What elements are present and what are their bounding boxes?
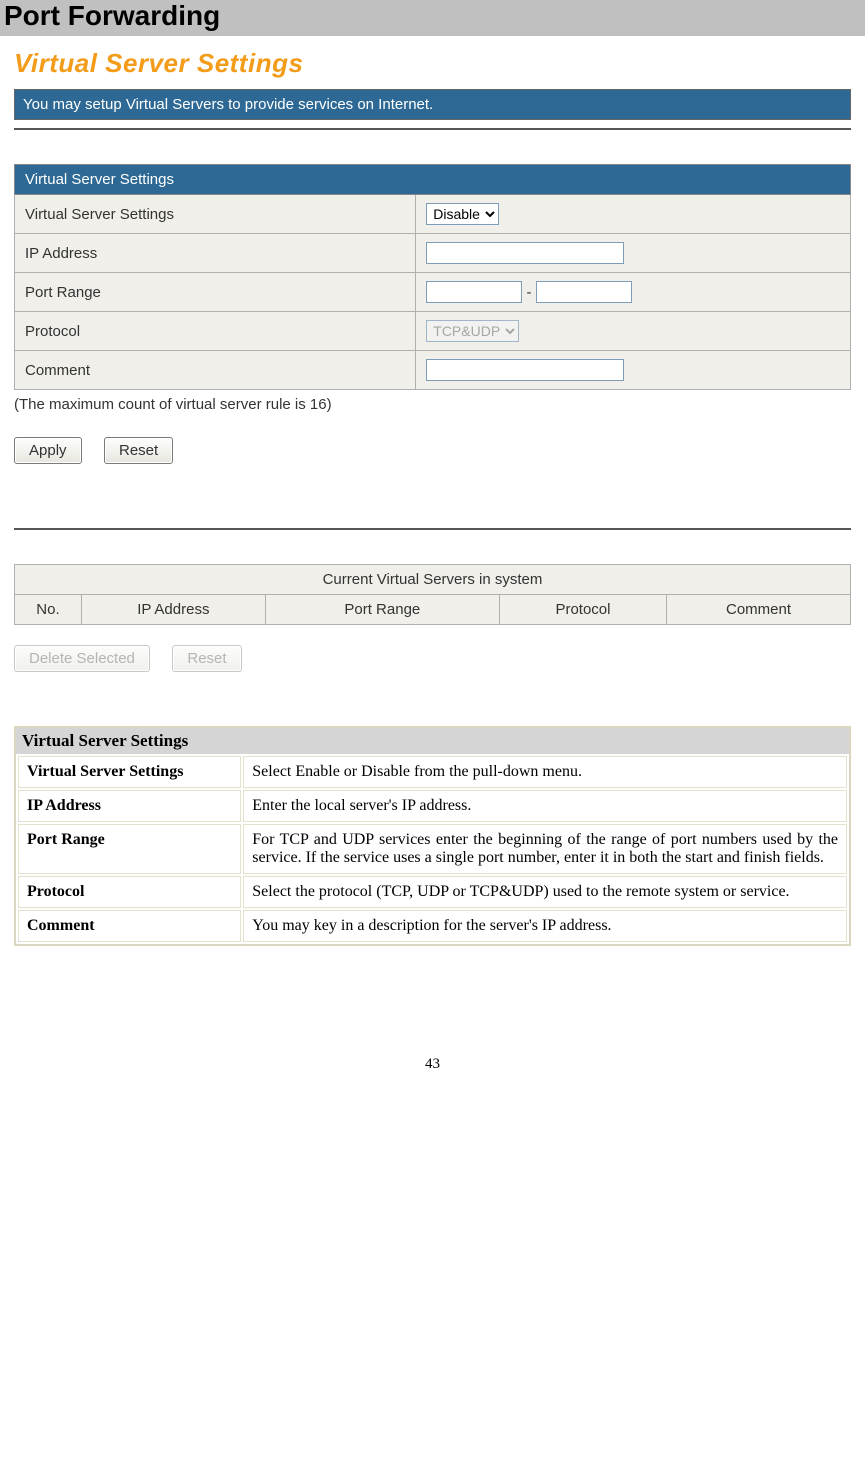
- button-row-settings: Apply Reset: [14, 437, 851, 464]
- desc-row: Port Range For TCP and UDP services ente…: [18, 824, 847, 874]
- row-protocol: Protocol TCP&UDP: [15, 312, 851, 351]
- col-no: No.: [15, 595, 82, 625]
- desc-row: Protocol Select the protocol (TCP, UDP o…: [18, 876, 847, 908]
- col-comment: Comment: [667, 595, 851, 625]
- desc-row: Virtual Server Settings Select Enable or…: [18, 756, 847, 788]
- divider: [14, 128, 851, 130]
- desc-label: Comment: [18, 910, 241, 942]
- label-ip: IP Address: [15, 234, 416, 273]
- description-heading: Virtual Server Settings: [16, 728, 849, 754]
- desc-label: Protocol: [18, 876, 241, 908]
- label-protocol: Protocol: [15, 312, 416, 351]
- desc-row: Comment You may key in a description for…: [18, 910, 847, 942]
- max-rule-note: (The maximum count of virtual server rul…: [14, 396, 851, 413]
- select-vss[interactable]: Disable: [426, 203, 499, 225]
- label-portrange: Port Range: [15, 273, 416, 312]
- description-table: Virtual Server Settings Virtual Server S…: [14, 726, 851, 946]
- page-heading: Port Forwarding: [0, 0, 865, 36]
- reset-list-button: Reset: [172, 645, 241, 672]
- apply-button[interactable]: Apply: [14, 437, 82, 464]
- select-protocol: TCP&UDP: [426, 320, 519, 342]
- delete-selected-button: Delete Selected: [14, 645, 150, 672]
- desc-text: For TCP and UDP services enter the begin…: [243, 824, 847, 874]
- desc-label: Port Range: [18, 824, 241, 874]
- input-port-to[interactable]: [536, 281, 632, 303]
- input-ip[interactable]: [426, 242, 624, 264]
- button-row-list: Delete Selected Reset: [14, 645, 851, 672]
- current-servers-panel: Current Virtual Servers in system No. IP…: [14, 564, 851, 625]
- port-range-separator: -: [526, 284, 531, 301]
- desc-text: Select Enable or Disable from the pull-d…: [243, 756, 847, 788]
- label-comment: Comment: [15, 351, 416, 390]
- router-ui-screenshot: Virtual Server Settings You may setup Vi…: [4, 36, 861, 682]
- settings-panel: Virtual Server Settings Virtual Server S…: [14, 164, 851, 390]
- input-comment[interactable]: [426, 359, 624, 381]
- desc-label: Virtual Server Settings: [18, 756, 241, 788]
- divider-2: [14, 528, 851, 530]
- desc-row: IP Address Enter the local server's IP a…: [18, 790, 847, 822]
- current-servers-columns: No. IP Address Port Range Protocol Comme…: [15, 595, 851, 625]
- desc-label: IP Address: [18, 790, 241, 822]
- label-vss: Virtual Server Settings: [15, 195, 416, 234]
- desc-text: Select the protocol (TCP, UDP or TCP&UDP…: [243, 876, 847, 908]
- col-portrange: Port Range: [265, 595, 499, 625]
- page-number: 43: [0, 1056, 865, 1083]
- row-comment: Comment: [15, 351, 851, 390]
- reset-button[interactable]: Reset: [104, 437, 173, 464]
- section-title: Virtual Server Settings: [14, 48, 851, 79]
- col-ip: IP Address: [81, 595, 265, 625]
- desc-text: You may key in a description for the ser…: [243, 910, 847, 942]
- current-servers-header: Current Virtual Servers in system: [15, 565, 851, 595]
- row-virtual-server-settings: Virtual Server Settings Disable: [15, 195, 851, 234]
- info-bar: You may setup Virtual Servers to provide…: [14, 89, 851, 120]
- settings-panel-header: Virtual Server Settings: [15, 165, 851, 195]
- col-protocol: Protocol: [499, 595, 666, 625]
- input-port-from[interactable]: [426, 281, 522, 303]
- row-port-range: Port Range -: [15, 273, 851, 312]
- row-ip-address: IP Address: [15, 234, 851, 273]
- desc-text: Enter the local server's IP address.: [243, 790, 847, 822]
